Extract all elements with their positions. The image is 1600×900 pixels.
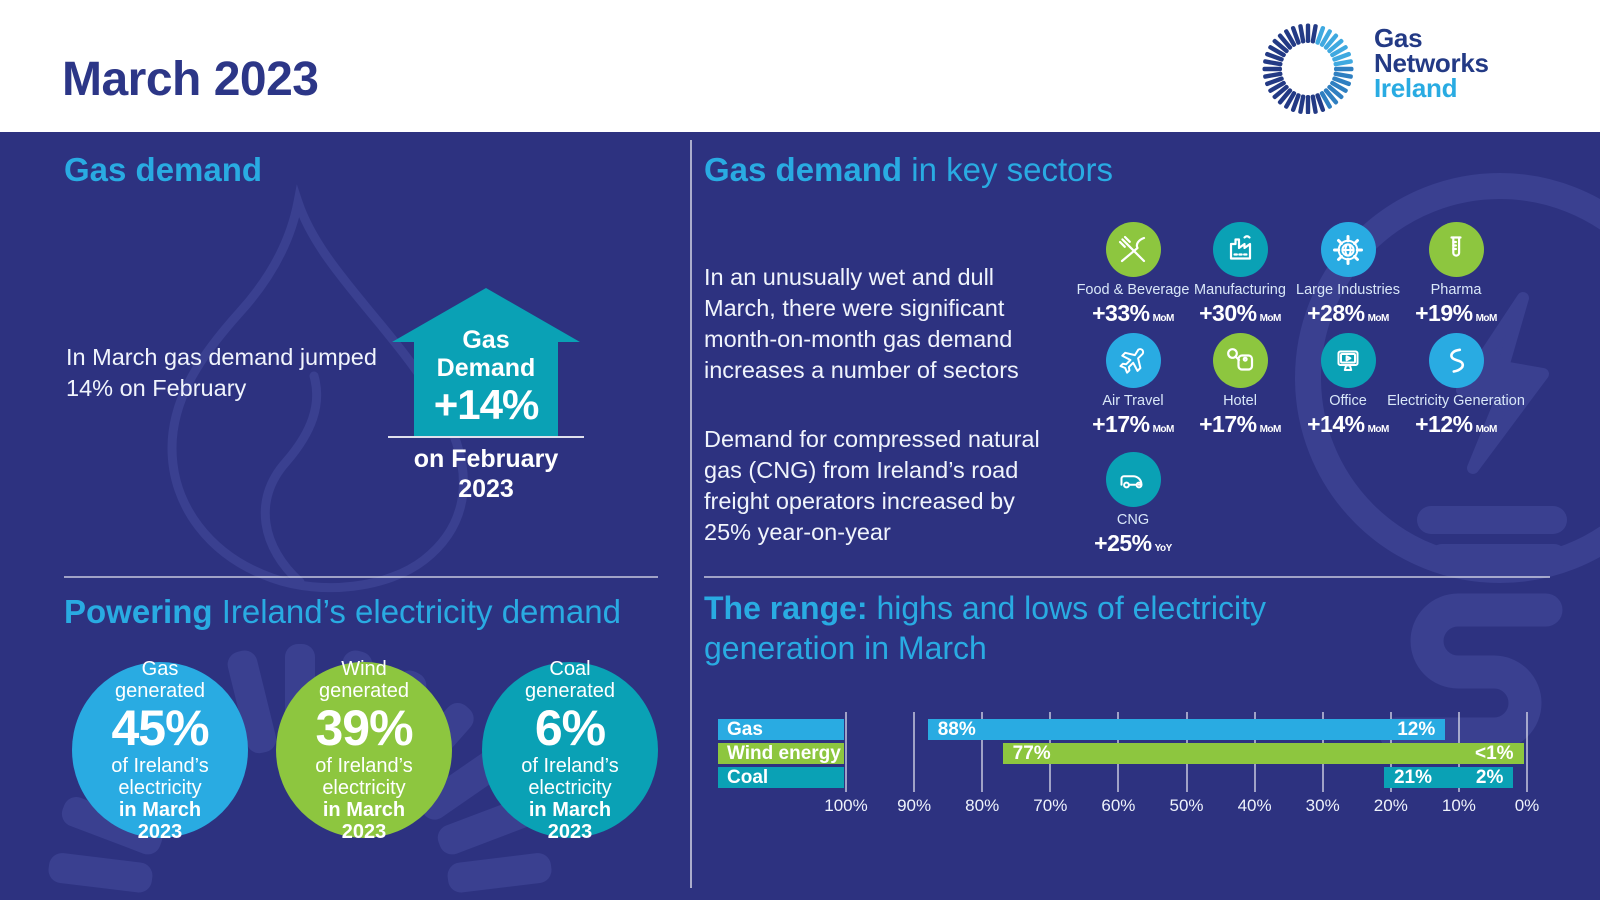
sector-hotel: Hotel +17% MoM (1165, 333, 1315, 443)
axis-tick-label: 70% (1033, 796, 1068, 815)
powering-heading: Powering Ireland’s electricity demand (64, 593, 621, 630)
sector-electricity-generation: Electricity Generation +12% MoM (1381, 333, 1531, 443)
key-sectors-paragraph-2: Demand for compressed natural gas (CNG) … (704, 426, 1040, 545)
pharma-icon (1428, 222, 1484, 277)
lightning-bolt-icon (1428, 333, 1484, 388)
axis-tick-label: 60% (1101, 796, 1136, 815)
legend-wind-energy: Wind energy (718, 743, 844, 764)
hotel-key-icon (1212, 333, 1268, 388)
logo-line: Gas (1374, 23, 1423, 53)
axis-tick-label: 50% (1169, 796, 1204, 815)
bar-low-label: <1% (1475, 743, 1514, 764)
grid-line (1526, 712, 1528, 792)
grid-line (981, 712, 984, 792)
sector-manufacturing: Manufacturing +30% MoM (1165, 222, 1315, 332)
house-stat-line: Demand (436, 354, 536, 382)
gas-networks-ireland-logo-icon (1262, 23, 1354, 114)
axis-tick-label: 30% (1305, 796, 1340, 815)
legend-coal: Coal (718, 767, 844, 788)
bar-high-label: 77% (1012, 743, 1051, 764)
stat-circle-value: 45% (111, 699, 209, 756)
sector-cng: CNG +25% YoY (1058, 452, 1208, 562)
house-stat: Gas Demand +14% (392, 326, 580, 428)
bar-low-label: 2% (1475, 767, 1504, 788)
air-travel-icon (1105, 333, 1161, 388)
house-stat-value: +14% (433, 381, 540, 428)
sector-value: +33% MoM (1092, 300, 1174, 326)
header: March 2023 Gas Networks Ireland (0, 0, 1600, 132)
sector-value: +30% MoM (1199, 300, 1281, 326)
axis-tick-label: 100% (824, 796, 868, 815)
bar-low-label: 12% (1397, 719, 1436, 740)
sector-value: +17% MoM (1199, 411, 1281, 437)
grid-line (845, 712, 847, 792)
range-chart: 100% 90% 80% 70% 60% 50% 40% 30% 20% 10% 0% Gas 88% 1… (718, 712, 1539, 816)
bar-gas: 88% 12% (927, 719, 1446, 740)
sector-pharma: Pharma +19% MoM (1381, 222, 1531, 332)
logo-line: Ireland (1374, 73, 1458, 103)
bar-high-label: 21% (1393, 767, 1433, 788)
sector-value: +12% MoM (1415, 411, 1497, 437)
axis-tick-label: 90% (897, 796, 932, 815)
stat-circle-wind: Wind generated 39% of Ireland’s electric… (276, 658, 452, 843)
sector-value: +19% MoM (1415, 300, 1497, 326)
range-heading: The range: highs and lows of electricity… (704, 590, 1266, 666)
large-industries-icon (1320, 222, 1376, 277)
grid-line (913, 712, 916, 792)
ground-line (388, 436, 584, 438)
manufacturing-icon (1212, 222, 1268, 277)
bar-wind-energy: 77% <1% (1002, 743, 1524, 764)
food-beverage-icon (1105, 222, 1161, 277)
sector-food-beverage: Food & Beverage +33% MoM (1058, 222, 1208, 332)
key-sectors-heading: Gas demand in key sectors (704, 151, 1113, 188)
bar-high-label: 88% (937, 719, 976, 740)
stat-circle-value: 6% (534, 699, 606, 756)
stat-circle-coal: Coal generated 6% of Ireland’s electrici… (482, 658, 658, 843)
axis-tick-label: 80% (965, 796, 1000, 815)
legend-gas: Gas (718, 719, 844, 740)
sector-value: +17% MoM (1092, 411, 1174, 437)
axis-tick-label: 0% (1514, 796, 1540, 815)
stat-circle-gas: Gas generated 45% of Ireland’s electrici… (72, 658, 248, 843)
house-caption: on February 2023 (413, 445, 559, 503)
divider-horizontal-right (704, 576, 1550, 578)
page-title: March 2023 (62, 53, 319, 106)
bar-coal: 21% 2% (1383, 767, 1514, 788)
house-stat-line: Gas (462, 326, 510, 354)
axis-tick-label: 40% (1237, 796, 1272, 815)
gas-networks-ireland-logo-text: Gas Networks Ireland (1374, 23, 1489, 103)
axis-tick-label: 20% (1373, 796, 1408, 815)
stat-circle-value: 39% (315, 699, 413, 756)
divider-vertical (690, 140, 692, 888)
key-sectors-paragraph-1: In an unusually wet and dull March, ther… (704, 264, 1019, 383)
divider-horizontal-left (64, 576, 658, 578)
logo-line: Networks (1374, 48, 1489, 78)
gas-demand-heading: Gas demand (64, 151, 263, 188)
axis-tick-label: 10% (1441, 796, 1476, 815)
sector-air-travel: Air Travel +17% MoM (1058, 333, 1208, 443)
cng-van-icon (1105, 452, 1161, 507)
sector-value: +25% YoY (1094, 530, 1172, 556)
office-monitor-icon (1320, 333, 1376, 388)
gas-demand-paragraph: In March gas demand jumped 14% on Februa… (66, 344, 377, 401)
